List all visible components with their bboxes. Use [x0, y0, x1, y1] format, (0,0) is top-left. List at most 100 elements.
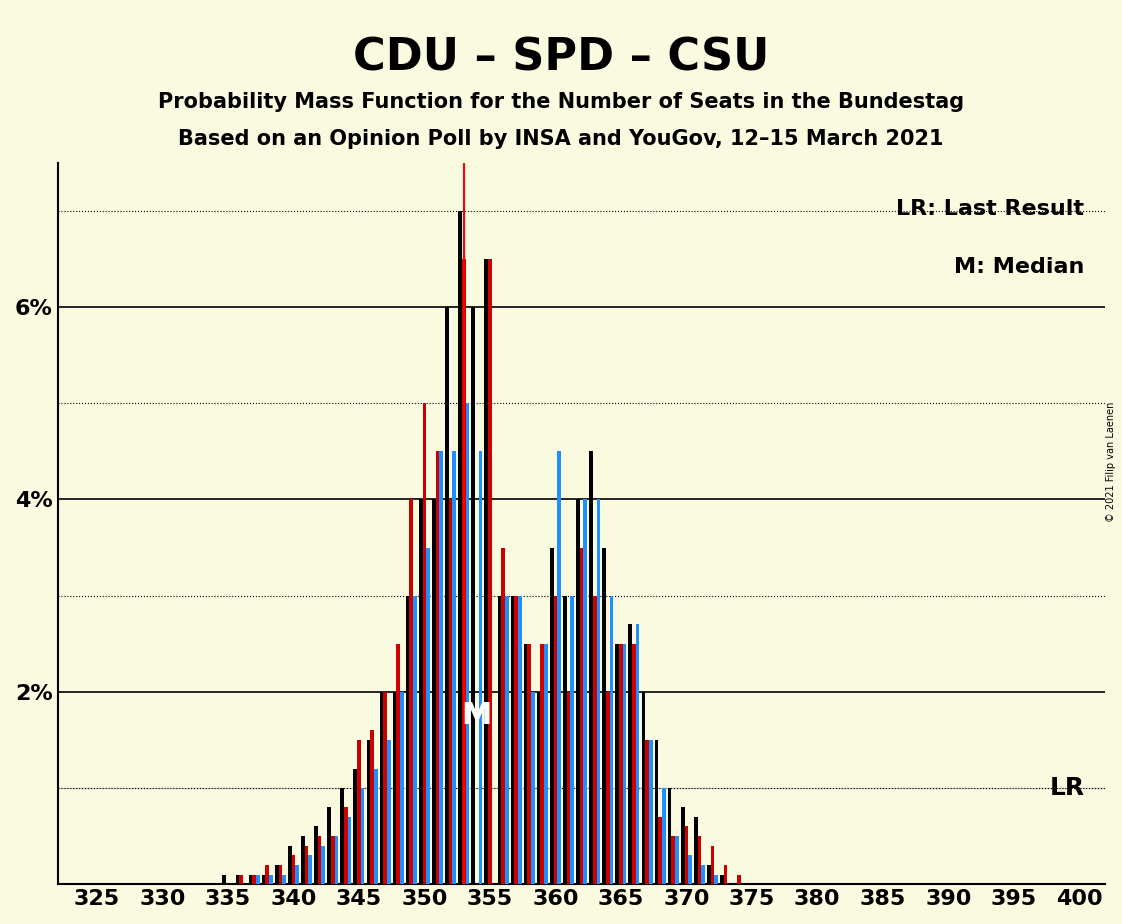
Bar: [659, 817, 662, 884]
Bar: [328, 808, 331, 884]
Bar: [239, 874, 243, 884]
Bar: [275, 865, 278, 884]
Bar: [249, 874, 252, 884]
Bar: [292, 856, 295, 884]
Bar: [278, 865, 283, 884]
Bar: [531, 692, 535, 884]
Bar: [266, 865, 269, 884]
Bar: [432, 500, 435, 884]
Text: LR: Last Result: LR: Last Result: [896, 199, 1085, 219]
Bar: [698, 836, 701, 884]
Bar: [222, 874, 227, 884]
Bar: [536, 692, 541, 884]
Bar: [710, 845, 715, 884]
Bar: [236, 874, 239, 884]
Bar: [642, 692, 645, 884]
Bar: [681, 808, 684, 884]
Bar: [724, 865, 727, 884]
Bar: [374, 769, 377, 884]
Bar: [423, 403, 426, 884]
Bar: [688, 856, 692, 884]
Bar: [401, 692, 404, 884]
Bar: [387, 740, 390, 884]
Bar: [715, 874, 718, 884]
Bar: [583, 500, 587, 884]
Bar: [541, 644, 544, 884]
Bar: [370, 730, 374, 884]
Bar: [406, 596, 410, 884]
Bar: [597, 500, 600, 884]
Bar: [524, 644, 527, 884]
Bar: [393, 692, 396, 884]
Bar: [576, 500, 580, 884]
Bar: [413, 596, 417, 884]
Bar: [269, 874, 273, 884]
Bar: [396, 644, 401, 884]
Bar: [462, 259, 466, 884]
Bar: [511, 596, 514, 884]
Bar: [553, 596, 558, 884]
Bar: [628, 625, 632, 884]
Bar: [445, 307, 449, 884]
Bar: [256, 874, 259, 884]
Bar: [632, 644, 636, 884]
Bar: [283, 874, 286, 884]
Bar: [357, 740, 361, 884]
Bar: [466, 403, 469, 884]
Bar: [567, 692, 570, 884]
Bar: [361, 788, 365, 884]
Bar: [410, 500, 413, 884]
Bar: [701, 865, 705, 884]
Bar: [720, 874, 724, 884]
Bar: [603, 548, 606, 884]
Bar: [589, 451, 592, 884]
Bar: [636, 625, 640, 884]
Bar: [662, 788, 665, 884]
Bar: [615, 644, 619, 884]
Bar: [384, 692, 387, 884]
Bar: [502, 548, 505, 884]
Bar: [305, 845, 309, 884]
Text: M: Median: M: Median: [954, 257, 1085, 276]
Bar: [252, 874, 256, 884]
Bar: [353, 769, 357, 884]
Bar: [668, 788, 671, 884]
Bar: [426, 548, 430, 884]
Bar: [563, 596, 567, 884]
Bar: [419, 500, 423, 884]
Bar: [334, 836, 338, 884]
Bar: [261, 874, 266, 884]
Bar: [623, 644, 626, 884]
Bar: [645, 740, 649, 884]
Bar: [684, 826, 688, 884]
Bar: [288, 845, 292, 884]
Bar: [514, 596, 518, 884]
Bar: [309, 856, 312, 884]
Bar: [471, 307, 475, 884]
Bar: [619, 644, 623, 884]
Bar: [606, 692, 609, 884]
Bar: [322, 845, 325, 884]
Text: LR: LR: [1049, 776, 1085, 800]
Bar: [558, 451, 561, 884]
Bar: [348, 817, 351, 884]
Bar: [488, 259, 491, 884]
Bar: [318, 836, 322, 884]
Bar: [580, 548, 583, 884]
Bar: [570, 596, 574, 884]
Bar: [649, 740, 653, 884]
Bar: [379, 692, 384, 884]
Bar: [550, 548, 553, 884]
Bar: [479, 451, 482, 884]
Bar: [452, 451, 457, 884]
Bar: [518, 596, 522, 884]
Bar: [440, 451, 443, 884]
Text: © 2021 Filip van Laenen: © 2021 Filip van Laenen: [1106, 402, 1116, 522]
Bar: [654, 740, 659, 884]
Bar: [314, 826, 318, 884]
Bar: [527, 644, 531, 884]
Bar: [671, 836, 675, 884]
Bar: [693, 817, 698, 884]
Bar: [344, 808, 348, 884]
Bar: [497, 596, 502, 884]
